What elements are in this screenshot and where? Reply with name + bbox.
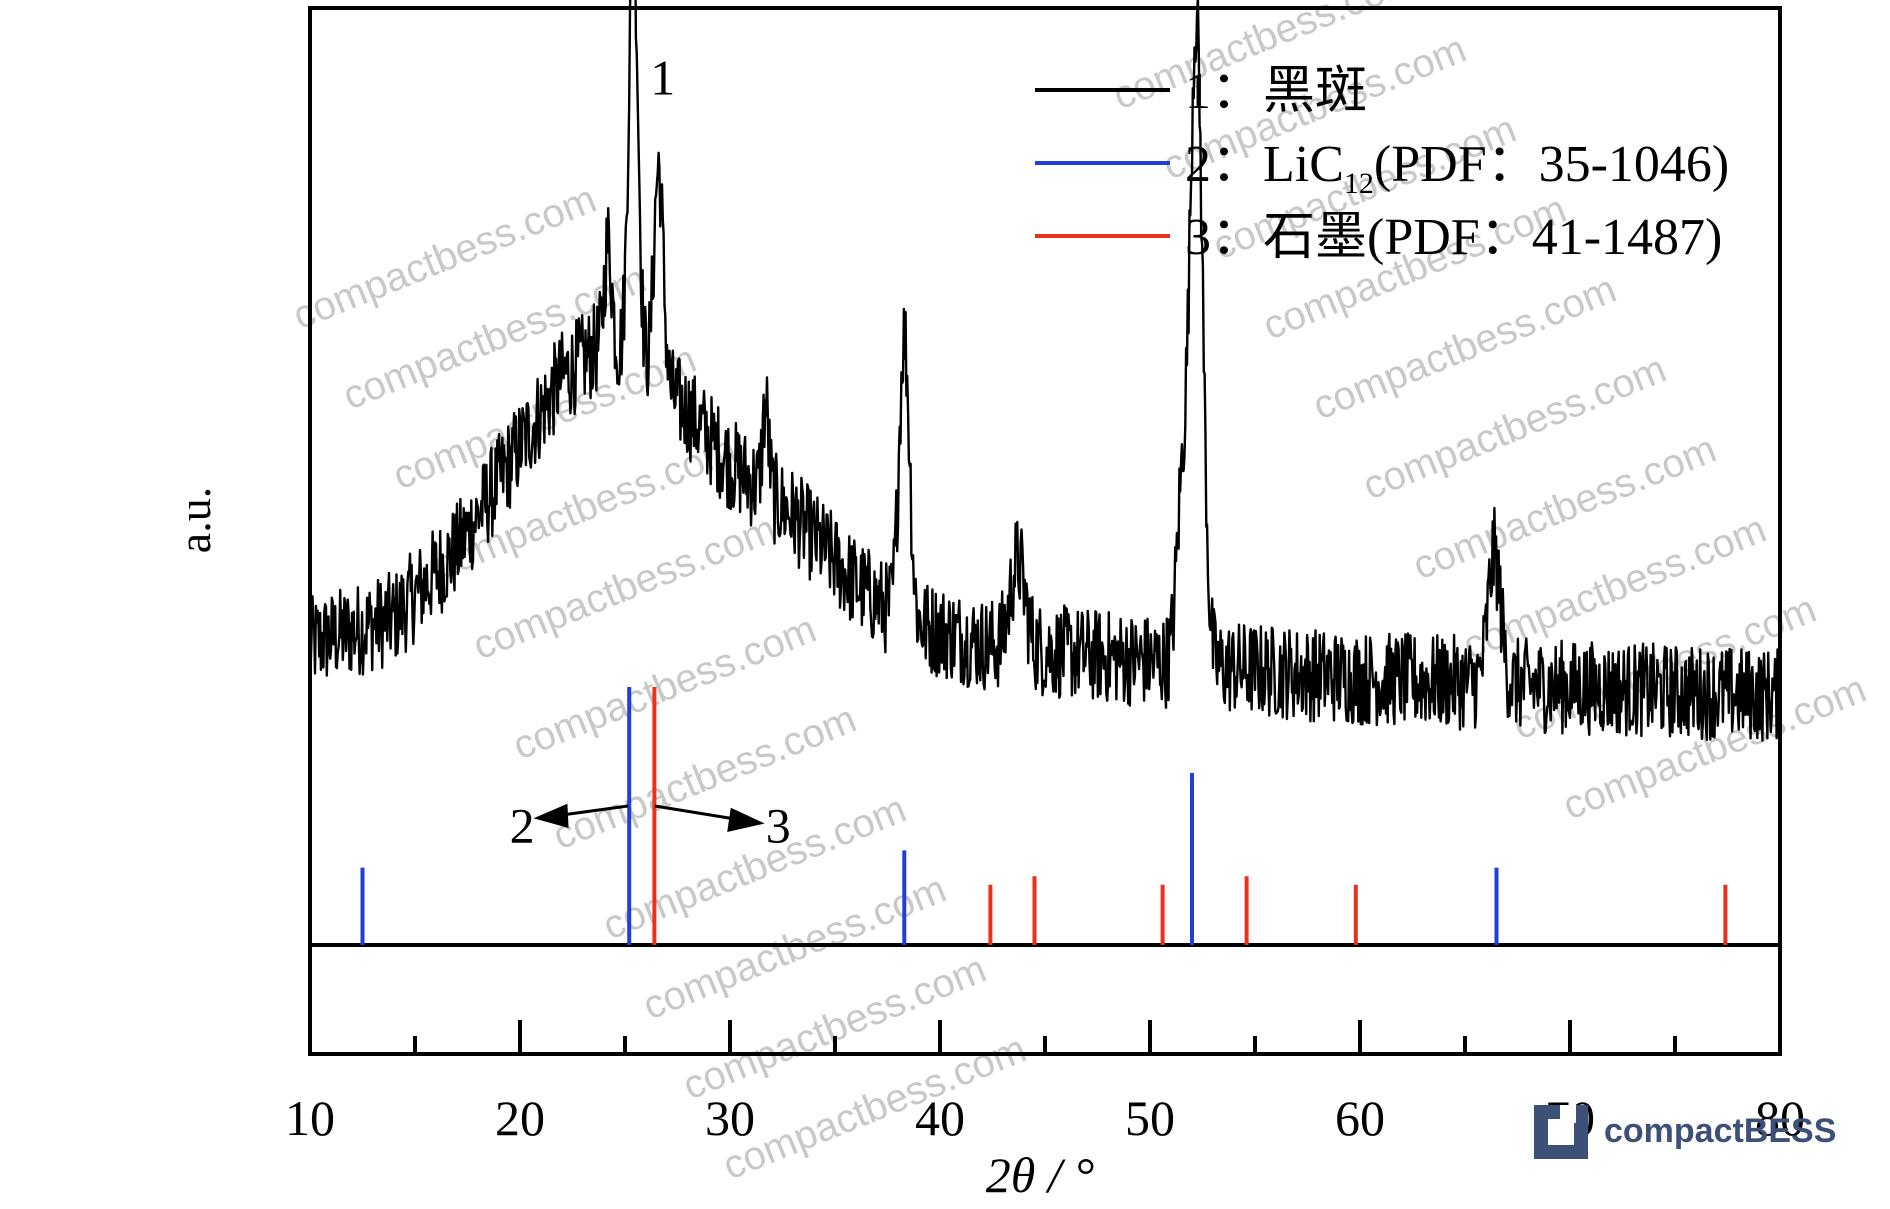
x-tick-label: 30 [705, 1090, 755, 1146]
x-tick-label: 50 [1125, 1090, 1175, 1146]
x-axis-label: 2θ / ° [986, 1147, 1094, 1203]
legend-label-2: 2：LiC12(PDF：35-1046) [1185, 136, 1729, 200]
x-tick-label: 20 [495, 1090, 545, 1146]
x-tick-label: 80 [1755, 1090, 1805, 1146]
legend-label-1: 1：黑斑 [1185, 63, 1367, 120]
annotation-arrows [533, 803, 765, 832]
peak-annotations: 1 2 3 [510, 49, 791, 853]
reference-lines [360, 687, 1728, 945]
logo-text: compactBESS [1604, 1112, 1836, 1150]
x-axis-ticks [308, 1020, 1782, 1054]
legend: 1：黑斑 2：LiC12(PDF：35-1046) 3：石墨(PDF：41-1487… [1035, 63, 1729, 266]
x-tick-label: 10 [285, 1090, 335, 1146]
peak-annotation: 1 [650, 49, 675, 105]
peak-annotation: 2 [510, 798, 535, 854]
peak-annotation: 3 [766, 798, 791, 854]
compactbess-logo: compactBESS [1534, 1105, 1836, 1159]
x-tick-label: 40 [915, 1090, 965, 1146]
series-line-sample [308, 0, 1782, 742]
y-axis-label: a.u. [169, 487, 220, 553]
x-tick-label: 60 [1335, 1090, 1385, 1146]
legend-label-3: 3：石墨(PDF：41-1487) [1185, 209, 1722, 266]
